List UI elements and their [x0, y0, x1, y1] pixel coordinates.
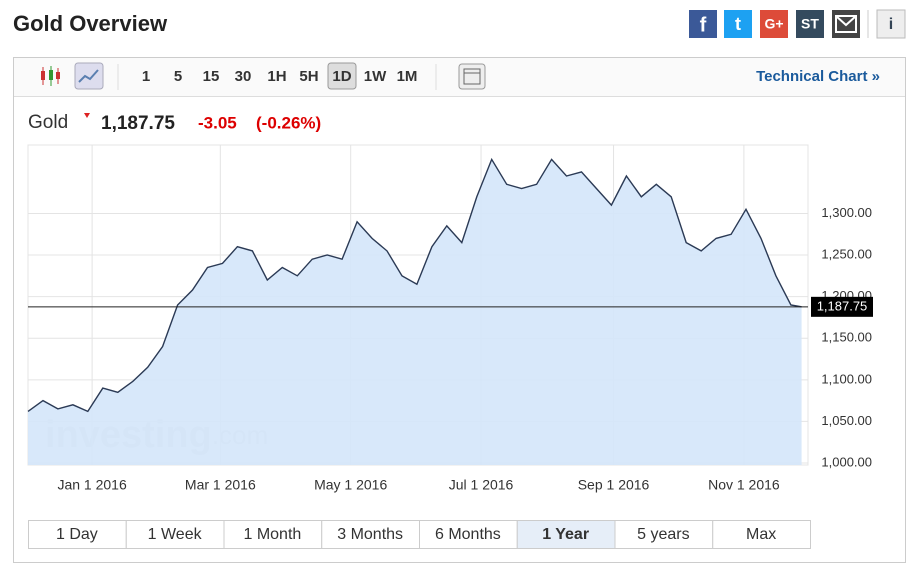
area-fill	[28, 159, 802, 465]
range-tab-label[interactable]: 5 years	[637, 526, 689, 543]
interval-button[interactable]: 15	[203, 68, 220, 85]
interval-button[interactable]: 1M	[397, 68, 418, 85]
icon-label: f	[700, 14, 707, 36]
twitter-icon[interactable]	[724, 10, 752, 38]
candle-icon[interactable]	[41, 66, 60, 86]
icon-label: ST	[801, 16, 819, 32]
range-tab[interactable]	[712, 520, 811, 549]
info-icon[interactable]	[876, 9, 906, 39]
range-tab[interactable]	[516, 520, 616, 549]
technical-chart-link[interactable]: Technical Chart »	[756, 68, 880, 85]
quote-price: 1,187.75	[101, 113, 175, 134]
current-price-box	[811, 296, 873, 317]
current-price-label: 1,187.75	[817, 298, 868, 313]
range-tab-label[interactable]: Max	[746, 526, 776, 543]
interval-button[interactable]: 1H	[267, 68, 286, 85]
quote-change-percent: (-0.26%)	[256, 113, 321, 132]
y-tick-label: 1,100.00	[821, 371, 872, 386]
range-tab-label[interactable]: 1 Year	[542, 526, 589, 543]
page-title: Gold Overview	[13, 11, 168, 36]
quote-name: Gold	[28, 112, 68, 133]
range-tab[interactable]	[419, 520, 518, 549]
facebook-icon[interactable]	[689, 10, 717, 38]
y-tick-label: 1,250.00	[821, 246, 872, 261]
icon-label: G+	[764, 16, 783, 32]
interval-button[interactable]: 5	[174, 68, 182, 85]
x-tick-label: Sep 1 2016	[578, 477, 650, 493]
range-tab[interactable]	[28, 520, 127, 549]
email-glyph	[835, 15, 857, 33]
down-arrow	[84, 113, 90, 118]
x-tick-label: Jul 1 2016	[449, 477, 514, 493]
settings-icon[interactable]	[458, 63, 486, 90]
price-line	[27, 157, 802, 413]
y-tick-label: 1,300.00	[821, 205, 872, 220]
y-tick-label: 1,000.00	[821, 454, 872, 469]
line-icon[interactable]	[74, 62, 104, 90]
settings-glyph	[463, 68, 481, 85]
range-tab-label[interactable]: 1 Week	[148, 526, 203, 543]
line-glyph	[78, 69, 99, 83]
range-tab-label[interactable]: 3 Months	[337, 526, 403, 543]
range-tab-label[interactable]: 1 Day	[56, 526, 98, 543]
range-tab-label[interactable]: 1 Month	[243, 526, 301, 543]
stocktwits-icon[interactable]	[796, 10, 824, 38]
interval-button[interactable]: 5H	[299, 68, 318, 85]
interval-selected	[327, 62, 357, 90]
interval-button[interactable]: 1	[142, 68, 150, 85]
google-icon[interactable]	[760, 10, 788, 38]
range-tab[interactable]	[223, 520, 323, 549]
interval-button[interactable]: 1D	[332, 68, 351, 85]
x-tick-label: Nov 1 2016	[708, 477, 780, 493]
range-tab[interactable]	[125, 520, 225, 549]
x-tick-label: May 1 2016	[314, 477, 387, 493]
x-tick-label: Jan 1 2016	[57, 477, 126, 493]
y-tick-label: 1,150.00	[821, 330, 872, 345]
range-tab-label[interactable]: 6 Months	[435, 526, 501, 543]
quote-change: -3.05	[198, 113, 237, 132]
x-tick-label: Mar 1 2016	[185, 477, 256, 493]
y-tick-label: 1,050.00	[821, 413, 872, 428]
icon-label: i	[889, 16, 893, 33]
interval-button[interactable]: 30	[235, 68, 252, 85]
interval-button[interactable]: 1W	[364, 68, 387, 85]
icon-label: t	[735, 14, 741, 34]
range-tab[interactable]	[321, 520, 420, 549]
